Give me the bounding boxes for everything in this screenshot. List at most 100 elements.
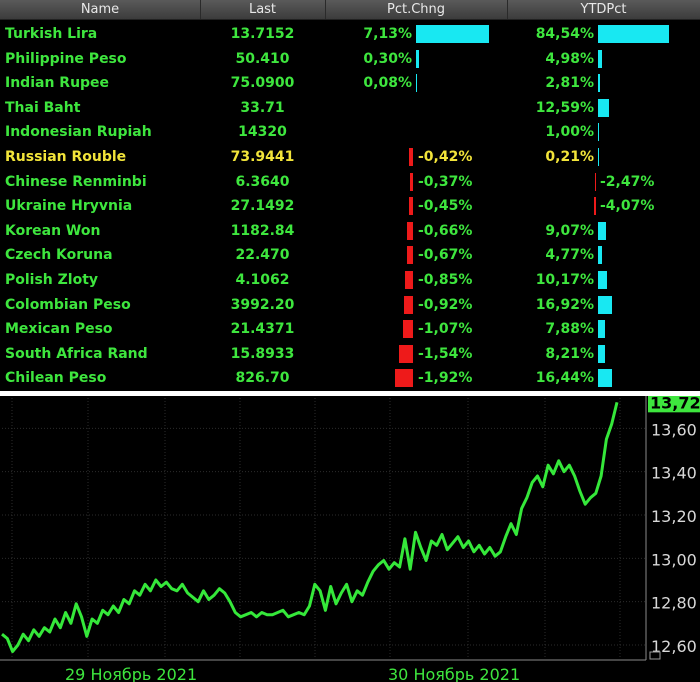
ytd-pct-value: 0,21% (545, 149, 594, 165)
column-header-pct-change[interactable]: Pct.Chng (325, 0, 508, 19)
ytd-pct-bar (594, 172, 596, 191)
pct-change-bar (416, 49, 420, 68)
pct-change-value: -0,45% (418, 198, 473, 215)
pct-change-value: -1,92% (418, 370, 473, 387)
currency-name: Mexican Peso (5, 321, 113, 338)
ytd-pct-value: 4,77% (545, 247, 594, 264)
ytd-pct-bar (598, 123, 599, 142)
ytd-pct-value: 7,88% (545, 321, 594, 338)
currency-name: Polish Zloty (5, 272, 99, 288)
last-value: 1182.84 (230, 222, 295, 239)
currency-name: South Africa Rand (5, 345, 148, 362)
pct-change-value: -1,54% (418, 345, 473, 362)
ytd-pct-bar (598, 246, 602, 265)
scale-toggle-icon (649, 651, 661, 660)
table-row[interactable]: Czech Koruna 22.470 -0,67% 4,77% (0, 243, 700, 268)
last-value: 13.7152 (230, 26, 295, 42)
ytd-pct-bar (598, 148, 599, 166)
table-header: Name Last Pct.Chng YTDPct (0, 0, 700, 20)
table-row[interactable]: Chinese Renminbi 6.3640 -0,37% -2,47% (0, 170, 700, 195)
pct-change-bar (416, 25, 489, 43)
price-chart: 13,60 13,40 13,20 13,00 12,80 12,60 13,72 29 Но… (0, 396, 700, 682)
table-row[interactable]: Ukraine Hryvnia 27.1492 -0,45% -4,07% (0, 194, 700, 219)
column-header-ytd-pct[interactable]: YTDPct (580, 2, 627, 17)
ytd-pct-bar (598, 49, 603, 68)
table-row[interactable]: Colombian Peso 3992.20 -0,92% 16,92% (0, 293, 700, 318)
pct-change-value: 0,08% (363, 75, 412, 92)
pct-change-value: -0,85% (418, 272, 473, 288)
ytd-pct-bar (598, 369, 612, 388)
y-tick-label: 13,40 (651, 464, 697, 483)
last-value: 6.3640 (235, 173, 290, 190)
currency-name: Philippine Peso (5, 50, 127, 67)
ytd-pct-value: -4,07% (600, 198, 655, 215)
ytd-pct-value: 12,59% (535, 99, 594, 116)
table-row[interactable]: Thai Baht 33.71 12,59% (0, 96, 700, 121)
table-row[interactable]: Korean Won 1182.84 -0,66% 9,07% (0, 219, 700, 244)
ytd-pct-value: 10,17% (535, 272, 594, 288)
column-header-name[interactable]: Name (0, 0, 201, 19)
y-tick-label: 13,60 (651, 420, 697, 439)
pct-change-bar (398, 344, 413, 363)
table-row[interactable]: Indonesian Rupiah 14320 1,00% (0, 120, 700, 145)
last-value: 33.71 (240, 99, 285, 116)
pct-change-value: -0,66% (418, 222, 473, 239)
ytd-pct-value: 4,98% (545, 50, 594, 67)
table-row[interactable]: Russian Rouble 73.9441 -0,42% 0,21% (0, 145, 700, 170)
pct-change-value: -1,07% (418, 321, 473, 338)
y-tick-label: 13,20 (651, 507, 697, 526)
currency-name: Thai Baht (5, 99, 81, 116)
currency-name: Russian Rouble (5, 149, 127, 165)
ytd-pct-bar (598, 320, 605, 339)
table-row[interactable]: South Africa Rand 15.8933 -1,54% 8,21% (0, 342, 700, 367)
last-value: 50.410 (235, 50, 290, 67)
x-axis-date-label: 30 Ноябрь 2021 (388, 665, 520, 682)
table-row[interactable]: Philippine Peso 50.410 0,30% 4,98% (0, 47, 700, 72)
ytd-pct-bar (598, 271, 607, 289)
panel-divider (0, 391, 700, 396)
table-row[interactable]: Chilean Peso 826.70 -1,92% 16,44% (0, 366, 700, 391)
pct-change-bar (409, 172, 413, 191)
ytd-pct-bar (598, 25, 669, 43)
pct-change-bar (405, 271, 413, 289)
column-header-last[interactable]: Last (200, 0, 326, 19)
currency-name: Indonesian Rupiah (5, 124, 152, 141)
table-row[interactable]: Mexican Peso 21.4371 -1,07% 7,88% (0, 317, 700, 342)
last-value: 15.8933 (230, 345, 295, 362)
pct-change-bar (402, 320, 413, 339)
last-value: 21.4371 (230, 321, 295, 338)
ytd-pct-value: 2,81% (545, 75, 594, 92)
ytd-pct-value: 1,00% (545, 124, 594, 141)
currency-name: Turkish Lira (5, 26, 98, 42)
table-row[interactable]: Polish Zloty 4.1062 -0,85% 10,17% (0, 268, 700, 293)
last-price-label: 13,72 (650, 396, 700, 412)
ytd-pct-bar (598, 221, 606, 240)
ytd-pct-value: 9,07% (545, 222, 594, 239)
ytd-pct-value: 16,92% (535, 296, 594, 313)
ytd-pct-value: 8,21% (545, 345, 594, 362)
currency-name: Czech Koruna (5, 247, 113, 264)
pct-change-value: -0,67% (418, 247, 473, 264)
x-axis-date-label: 29 Ноябрь 2021 (65, 665, 197, 682)
currency-table: Name Last Pct.Chng YTDPct Turkish Lira 13… (0, 0, 700, 391)
table-row[interactable]: Turkish Lira 13.7152 7,13% 84,54% (0, 22, 700, 47)
table-row[interactable]: Indian Rupee 75.0900 0,08% 2,81% (0, 71, 700, 96)
pct-change-value: -0,92% (418, 296, 473, 313)
y-tick-label: 12,60 (651, 637, 697, 656)
last-value: 4.1062 (235, 272, 290, 288)
last-value: 73.9441 (230, 149, 295, 165)
pct-change-bar (406, 221, 413, 240)
currency-name: Chinese Renminbi (5, 173, 147, 190)
ytd-pct-value: 84,54% (535, 26, 594, 42)
y-tick-label: 12,80 (651, 594, 697, 613)
pct-change-bar (416, 74, 417, 93)
currency-name: Colombian Peso (5, 296, 131, 313)
pct-change-value: 0,30% (363, 50, 412, 67)
ytd-pct-value: 16,44% (535, 370, 594, 387)
price-line (1, 401, 619, 653)
chart-background (0, 396, 700, 682)
last-value: 14320 (238, 124, 287, 141)
currency-name: Indian Rupee (5, 75, 110, 92)
ytd-pct-bar (598, 295, 613, 314)
y-tick-label: 13,00 (651, 550, 697, 569)
